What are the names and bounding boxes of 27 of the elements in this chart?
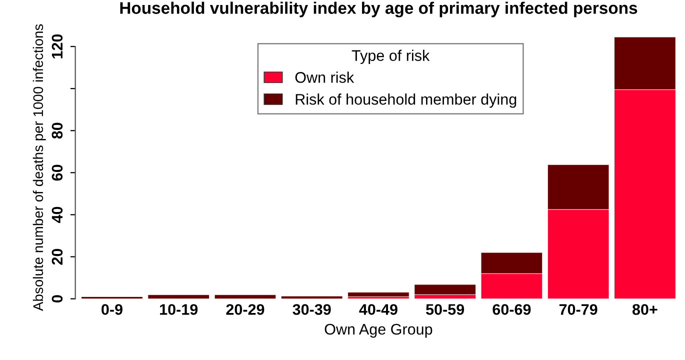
y-tick-label: 80 (52, 122, 63, 139)
y-tick-label: 20 (52, 248, 63, 265)
y-tick-label: 120 (52, 34, 63, 58)
bar (81, 296, 143, 299)
legend-label: Own risk (295, 72, 354, 83)
x-tick-label: 60-69 (492, 304, 531, 315)
x-tick-label: 80+ (632, 304, 658, 315)
bar (214, 294, 276, 299)
bar (148, 294, 210, 299)
chart-title: Household vulnerability index by age of primary infected persons (120, 2, 638, 18)
y-axis-title: Absolute number of deaths per 1000 infections (32, 24, 46, 311)
x-tick-label: 0-9 (102, 304, 122, 315)
bar (348, 292, 410, 297)
x-tick-label: 20-29 (226, 304, 264, 315)
legend-label: Risk of household member dying (296, 94, 516, 108)
x-tick-label: 10-19 (160, 304, 198, 315)
y-tick-label: 40 (52, 206, 63, 223)
x-tick-label: 30-39 (292, 304, 331, 315)
x-tick-label: 40-49 (359, 304, 398, 315)
y-tick-label: 0 (52, 295, 63, 302)
x-tick-label: 50-59 (426, 304, 464, 315)
bar (414, 284, 476, 295)
legend-title: Type of risk (352, 50, 430, 64)
x-axis-title: Own Age Group (324, 324, 432, 338)
x-tick-label: 70-79 (559, 304, 598, 315)
bar (280, 296, 343, 299)
y-tick-label: 60 (52, 164, 63, 181)
